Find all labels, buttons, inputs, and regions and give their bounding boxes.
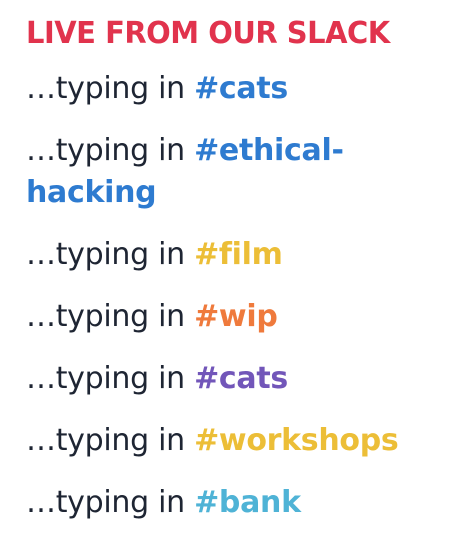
channel-link[interactable]: #bank <box>194 485 301 520</box>
typing-indicator-text: …typing in <box>26 485 195 520</box>
feed-item: …typing in #cats <box>26 68 456 110</box>
feed-item: …typing in #cats <box>26 358 456 400</box>
typing-indicator-text: …typing in <box>26 133 195 168</box>
channel-link[interactable]: #film <box>194 237 283 272</box>
section-heading: LIVE FROM OUR SLACK <box>26 16 390 51</box>
channel-link[interactable]: #ethical-hacking <box>26 133 344 210</box>
feed-item: …typing in #ethical-hacking <box>26 130 456 214</box>
typing-indicator-text: …typing in <box>26 237 195 272</box>
channel-link[interactable]: #cats <box>194 71 288 106</box>
typing-indicator-text: …typing in <box>26 361 195 396</box>
typing-indicator-text: …typing in <box>26 71 195 106</box>
feed-item: …typing in #film <box>26 234 456 276</box>
channel-link[interactable]: #cats <box>194 361 288 396</box>
feed-item: …typing in #wip <box>26 296 456 338</box>
typing-indicator-text: …typing in <box>26 299 195 334</box>
feed-item: …typing in #workshops <box>26 420 456 462</box>
typing-indicator-text: …typing in <box>26 423 195 458</box>
channel-link[interactable]: #wip <box>194 299 278 334</box>
channel-link[interactable]: #workshops <box>194 423 399 458</box>
channel-activity-list: …typing in #cats …typing in #ethical-hack… <box>26 68 456 524</box>
slack-feed-panel: LIVE FROM OUR SLACK …typing in #cats …typ… <box>26 14 456 544</box>
feed-item: …typing in #bank <box>26 482 456 524</box>
